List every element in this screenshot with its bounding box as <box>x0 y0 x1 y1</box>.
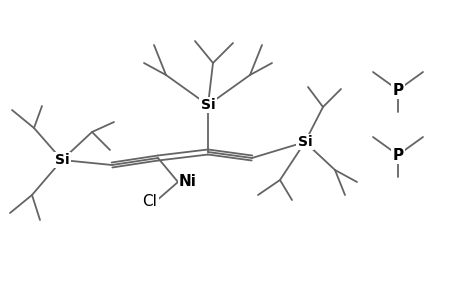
Text: Cl: Cl <box>142 194 157 209</box>
Text: Ni: Ni <box>179 175 196 190</box>
Text: Si: Si <box>55 153 69 167</box>
Text: Si: Si <box>297 135 312 149</box>
Text: P: P <box>392 148 403 163</box>
Text: Si: Si <box>200 98 215 112</box>
Text: P: P <box>392 82 403 98</box>
